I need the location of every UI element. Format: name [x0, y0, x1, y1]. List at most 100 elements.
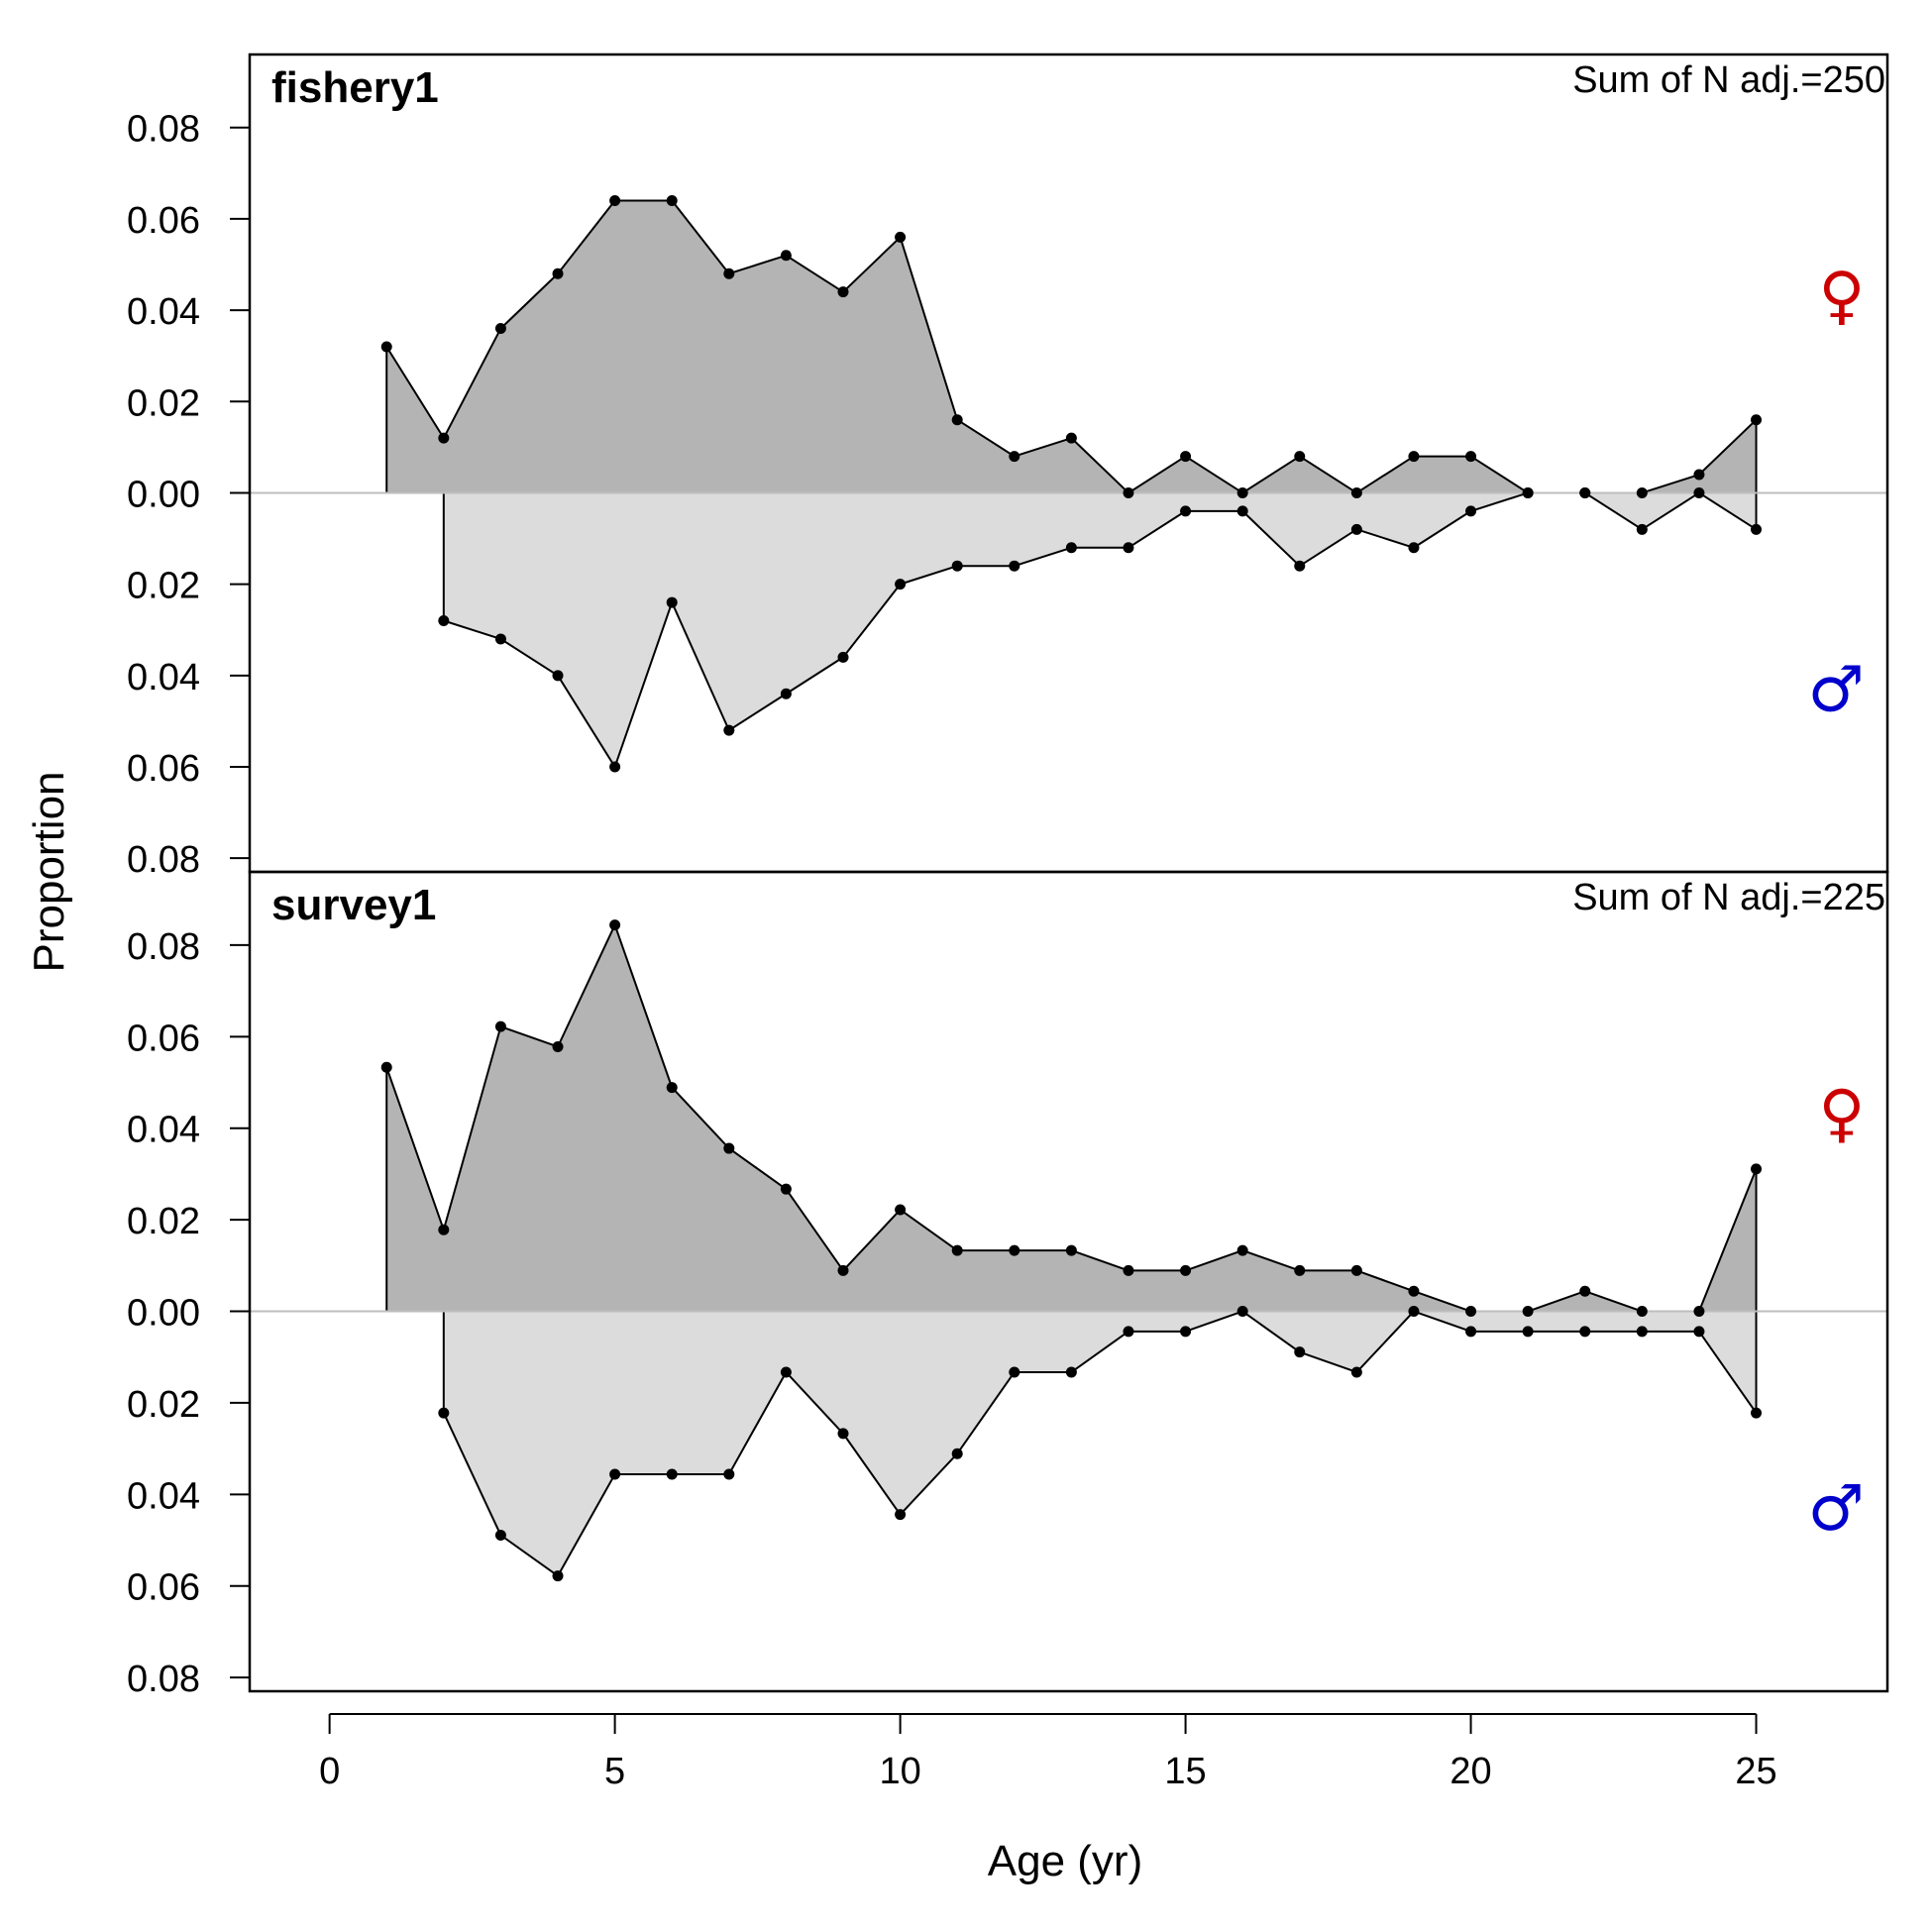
male-point — [1751, 1407, 1763, 1419]
female-point — [380, 341, 392, 353]
female-point — [1236, 1244, 1248, 1256]
panel-fishery1: 0.08 0.06 0.04 0.02 0.00 0.02 0.04 0.06 0.08 fish… — [127, 53, 1889, 881]
y-tick-label: 0.06 — [127, 1018, 200, 1059]
male-point — [1009, 1366, 1020, 1378]
male-point — [1350, 523, 1362, 535]
female-point — [780, 250, 792, 262]
panel-title: survey1 — [271, 881, 436, 929]
female-point — [552, 1040, 564, 1052]
female-symbol: ♀ — [1818, 1078, 1865, 1151]
female-point — [1693, 1306, 1705, 1318]
male-point — [951, 560, 963, 572]
female-point — [494, 323, 506, 335]
y-tick-label: 0.08 — [127, 109, 200, 151]
male-point — [895, 1509, 907, 1521]
panel-survey1: 0.08 0.06 0.04 0.02 0.00 0.02 0.04 0.06 0.08 surv… — [127, 870, 1889, 1700]
panel-frame — [248, 870, 1889, 1693]
female-point — [951, 1244, 963, 1256]
male-point — [1751, 523, 1763, 535]
female-point — [1522, 1306, 1534, 1318]
female-point — [1751, 414, 1763, 426]
male-point — [895, 579, 907, 590]
female-point — [666, 194, 678, 206]
male-point — [609, 761, 621, 773]
male-point — [951, 1448, 963, 1459]
x-axis: 0 5 10 15 20 25 — [319, 1713, 1777, 1792]
y-tick-label: 0.06 — [127, 200, 200, 242]
y-tick-label: 0.04 — [127, 1475, 200, 1517]
female-point — [609, 919, 621, 931]
y-tick-label: 0.06 — [127, 1567, 200, 1609]
female-point — [780, 1183, 792, 1195]
female-point — [723, 268, 735, 279]
female-point — [895, 1204, 907, 1216]
male-point — [1408, 1306, 1420, 1318]
male-point — [780, 688, 792, 699]
x-tick-label: 10 — [879, 1751, 920, 1792]
female-point — [438, 432, 450, 444]
y-tick-label: 0.00 — [127, 474, 200, 515]
female-point — [1693, 469, 1705, 481]
female-point — [666, 1082, 678, 1094]
female-symbol: ♀ — [1818, 260, 1865, 333]
female-point — [895, 231, 907, 243]
male-symbol: ♂ — [1807, 654, 1864, 727]
y-tick-label: 0.04 — [127, 291, 200, 333]
female-point — [1123, 1264, 1134, 1276]
male-point — [1522, 1326, 1534, 1338]
male-point — [1350, 1366, 1362, 1378]
male-point — [552, 670, 564, 682]
female-area — [385, 923, 1758, 1313]
male-point — [1636, 523, 1648, 535]
y-tick-label: 0.02 — [127, 566, 200, 607]
male-point — [1522, 486, 1534, 498]
male-point — [438, 615, 450, 627]
male-point — [1579, 486, 1591, 498]
female-point — [1009, 1244, 1020, 1256]
male-point — [1123, 542, 1134, 554]
male-point — [1693, 1326, 1705, 1338]
male-point — [1465, 1326, 1477, 1338]
male-point — [1180, 1326, 1192, 1338]
female-point — [1180, 451, 1192, 463]
male-area — [442, 1310, 1758, 1577]
sum-n-annotation: Sum of N adj.=225 — [1572, 877, 1885, 918]
male-point — [723, 724, 735, 736]
female-point — [1350, 486, 1362, 498]
male-point — [1236, 505, 1248, 517]
male-point — [666, 596, 678, 608]
x-tick-label: 15 — [1164, 1751, 1206, 1792]
male-point — [780, 1366, 792, 1378]
female-point — [1180, 1264, 1192, 1276]
female-point — [1350, 1264, 1362, 1276]
female-point — [1636, 486, 1648, 498]
female-point — [1065, 1244, 1077, 1256]
female-point — [609, 194, 621, 206]
female-point — [1123, 486, 1134, 498]
panel-title: fishery1 — [271, 63, 439, 112]
female-point — [1236, 486, 1248, 498]
female-point — [723, 1142, 735, 1154]
panels: 0.08 0.06 0.04 0.02 0.00 0.02 0.04 0.06 0.08 fish… — [127, 53, 1889, 1700]
female-point — [380, 1061, 392, 1073]
female-point — [1408, 451, 1420, 463]
male-symbol: ♂ — [1807, 1472, 1864, 1546]
male-point — [1065, 1366, 1077, 1378]
male-point — [609, 1468, 621, 1480]
y-tick-label: 0.08 — [127, 1659, 200, 1700]
male-point — [1294, 560, 1306, 572]
male-point — [666, 1468, 678, 1480]
female-point — [1579, 1285, 1591, 1297]
female-point — [552, 268, 564, 279]
female-point — [1009, 451, 1020, 463]
y-tick-label: 0.04 — [127, 657, 200, 698]
y-tick-label: 0.02 — [127, 1384, 200, 1426]
y-tick-label: 0.02 — [127, 1201, 200, 1242]
x-tick-label: 25 — [1735, 1751, 1776, 1792]
male-point — [1465, 505, 1477, 517]
male-point — [1236, 1306, 1248, 1318]
male-point — [1009, 560, 1020, 572]
female-point — [1465, 451, 1477, 463]
female-point — [1294, 451, 1306, 463]
y-tick-label: 0.04 — [127, 1110, 200, 1151]
